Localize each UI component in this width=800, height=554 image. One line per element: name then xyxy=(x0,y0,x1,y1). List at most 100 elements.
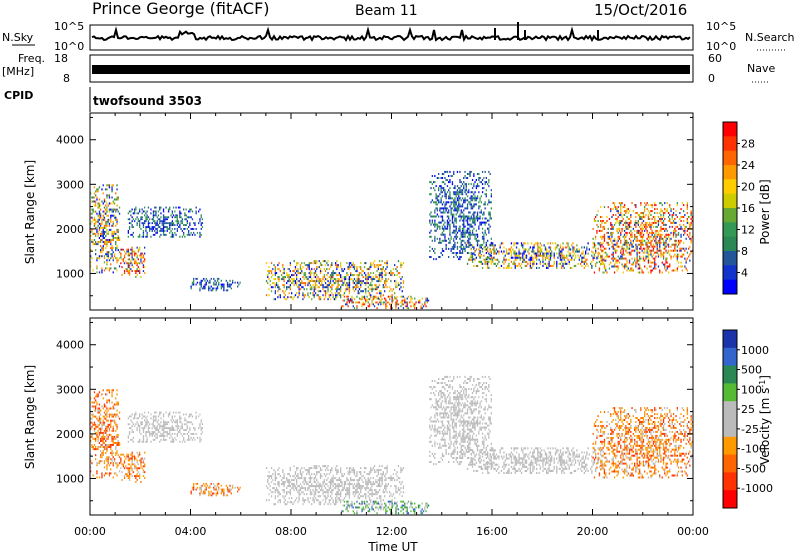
velocity-echo-cell xyxy=(116,462,118,465)
velocity-echo-cell xyxy=(140,481,142,483)
power-echo-cell xyxy=(667,235,670,238)
power-echo-cell xyxy=(595,235,597,238)
power-echo-cell xyxy=(458,191,460,194)
power-echo-cell xyxy=(606,220,608,222)
velocity-echo-cell xyxy=(106,419,108,422)
power-echo-cell xyxy=(179,216,181,219)
power-echo-cell xyxy=(449,225,451,228)
power-echo-cell xyxy=(620,251,622,254)
velocity-echo-cell xyxy=(96,433,98,436)
power-echo-cell xyxy=(494,244,496,247)
power-echo-cell xyxy=(651,231,653,234)
power-echo-cell xyxy=(348,299,351,302)
power-echo-cell xyxy=(345,278,347,281)
power-echo-cell xyxy=(647,245,650,248)
velocity-echo-cell xyxy=(116,409,118,412)
power-echo-cell xyxy=(532,246,534,249)
power-echo-cell xyxy=(351,301,353,304)
power-echo-cell xyxy=(455,209,457,212)
power-echo-cell xyxy=(647,210,650,213)
velocity-echo-cell xyxy=(92,405,94,408)
velocity-echo-cell xyxy=(127,440,129,443)
power-echo-cell xyxy=(519,256,521,259)
power-echo-cell xyxy=(489,244,491,247)
velocity-echo-cell xyxy=(199,438,201,441)
power-echo-cell xyxy=(378,264,381,267)
power-echo-cell xyxy=(381,272,383,275)
power-echo-cell xyxy=(574,264,577,267)
velocity-echo-cell xyxy=(98,423,101,426)
power-echo-cell xyxy=(314,276,317,279)
power-echo-cell xyxy=(626,208,628,211)
power-echo-cell xyxy=(606,271,608,274)
power-echo-cell xyxy=(612,257,614,260)
power-echo-cell xyxy=(159,218,161,221)
power-echo-cell xyxy=(307,266,309,269)
power-echo-cell xyxy=(479,215,481,218)
power-echo-cell xyxy=(144,258,146,261)
power-echo-cell xyxy=(361,274,363,277)
power-echo-cell xyxy=(431,175,433,177)
power-echo-cell xyxy=(689,245,691,248)
power-echo-cell xyxy=(346,295,348,298)
power-echo-cell xyxy=(149,222,151,225)
velocity-echo-cell xyxy=(194,429,196,431)
velocity-echo-cell xyxy=(183,436,185,439)
velocity-echo-cell xyxy=(165,427,167,430)
power-echo-cell xyxy=(111,232,113,235)
power-echo-cell xyxy=(336,274,338,277)
power-echo-cell xyxy=(453,247,455,250)
power-echo-cell xyxy=(669,225,671,228)
power-echo-cell xyxy=(169,231,171,234)
power-echo-cell xyxy=(288,274,290,277)
power-echo-cell xyxy=(591,250,593,253)
power-echo-cell xyxy=(179,214,181,217)
cpid-value: twofsound 3503 xyxy=(93,94,202,108)
power-echo-cell xyxy=(618,202,621,205)
power-echo-cell xyxy=(530,242,533,245)
power-echo-cell xyxy=(510,266,513,269)
power-echo-cell xyxy=(627,247,629,250)
power-echo-cell xyxy=(316,262,318,265)
power-echo-cell xyxy=(662,257,665,260)
power-echo-cell xyxy=(439,209,441,212)
velocity-echo-cell xyxy=(142,415,145,418)
power-echo-cell xyxy=(468,173,470,175)
power-echo-cell xyxy=(137,266,139,269)
power-echo-cell xyxy=(636,251,638,254)
power-echo-cell xyxy=(170,214,172,217)
power-echo-cell xyxy=(601,255,603,258)
power-echo-cell xyxy=(544,252,547,255)
power-echo-cell xyxy=(396,299,398,302)
power-echo-cell xyxy=(304,272,307,275)
power-echo-cell xyxy=(603,265,606,268)
power-echo-cell xyxy=(464,215,466,218)
power-echo-cell xyxy=(128,228,131,230)
power-echo-cell xyxy=(376,288,378,291)
power-echo-cell xyxy=(348,264,351,267)
velocity-echo-cell xyxy=(191,486,194,489)
power-echo-cell xyxy=(621,255,623,258)
power-echo-cell xyxy=(134,208,136,211)
power-echo-cell xyxy=(582,250,584,253)
power-echo-cell xyxy=(530,266,533,269)
power-echo-cell xyxy=(598,267,601,270)
power-echo-cell xyxy=(371,301,373,304)
power-echo-cell xyxy=(456,205,459,208)
velocity-echo-cell xyxy=(116,403,118,406)
power-echo-cell xyxy=(478,260,480,263)
power-echo-cell xyxy=(446,179,449,181)
power-echo-cell xyxy=(225,279,227,282)
power-echo-cell xyxy=(288,268,290,271)
power-echo-cell xyxy=(585,258,587,261)
power-echo-cell xyxy=(102,218,104,221)
velocity-echo-cell xyxy=(154,411,156,414)
power-echo-cell xyxy=(313,286,315,289)
power-echo-cell xyxy=(98,271,101,274)
power-echo-cell xyxy=(556,252,558,255)
power-echo-cell xyxy=(190,228,192,230)
power-echo-cell xyxy=(450,247,452,250)
power-echo-cell xyxy=(639,231,641,234)
power-echo-cell xyxy=(357,290,359,293)
velocity-echo-cell xyxy=(98,446,101,448)
